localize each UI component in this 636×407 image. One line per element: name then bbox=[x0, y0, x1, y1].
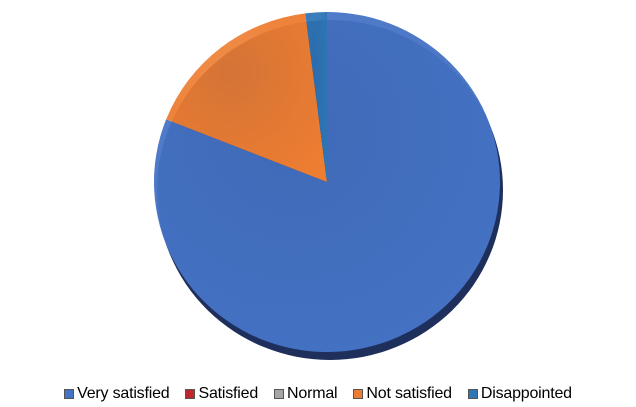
legend-item-normal: Normal bbox=[274, 385, 338, 403]
chart-legend: Very satisfied Satisfied Normal Not satisfi… bbox=[0, 383, 636, 405]
legend-label-normal: Normal bbox=[287, 385, 338, 402]
legend-swatch-satisfied bbox=[185, 389, 196, 399]
legend-swatch-not-satisfied bbox=[353, 389, 364, 399]
legend-label-not-satisfied: Not satisfied bbox=[366, 385, 452, 402]
chart-area bbox=[154, 12, 503, 360]
pie-slice-not-satisfied bbox=[166, 13, 327, 183]
legend-item-not-satisfied: Not satisfied bbox=[353, 385, 452, 403]
legend-swatch-very-satisfied bbox=[64, 389, 75, 399]
legend-label-very-satisfied: Very satisfied bbox=[77, 385, 170, 402]
legend-item-disappointed: Disappointed bbox=[467, 385, 572, 403]
legend-swatch-normal bbox=[274, 389, 285, 399]
legend-label-disappointed: Disappointed bbox=[480, 385, 572, 402]
legend-swatch-disappointed bbox=[467, 389, 478, 399]
legend-label-satisfied: Satisfied bbox=[198, 385, 259, 402]
legend-item-satisfied: Satisfied bbox=[185, 385, 258, 403]
legend-item-very-satisfied: Very satisfied bbox=[64, 385, 170, 403]
pie-slice-disappointed bbox=[305, 12, 327, 182]
pie-chart bbox=[154, 12, 503, 360]
